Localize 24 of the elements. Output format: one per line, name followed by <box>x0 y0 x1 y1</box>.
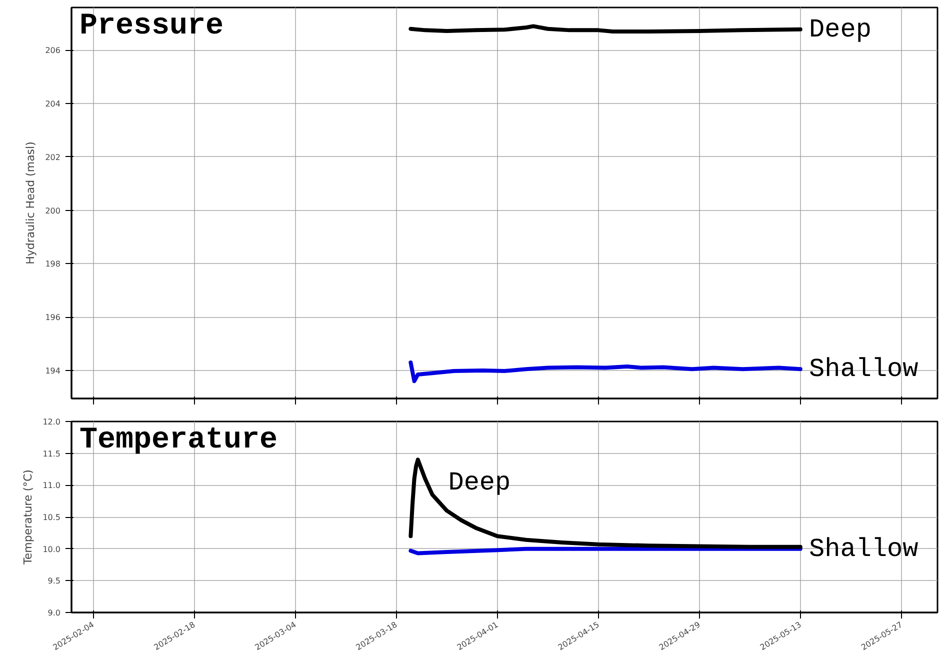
y-tick-label: 10.5 <box>42 513 60 522</box>
y-tick-label: 206 <box>45 46 61 56</box>
series-label: Shallow <box>809 534 919 564</box>
y-tick-label: 194 <box>45 366 61 376</box>
y-tick-label: 9.0 <box>48 608 61 618</box>
y-tick-label: 9.5 <box>48 576 61 586</box>
line-series <box>408 458 802 549</box>
y-tick-label: 12.0 <box>42 418 60 426</box>
y-axis-title: Hydraulic Head (masl) <box>24 142 38 264</box>
y-tick-label: 196 <box>45 313 61 322</box>
y-tick-label: 202 <box>45 152 61 162</box>
series-label: Shallow <box>809 354 919 384</box>
y-tick-label: 198 <box>45 260 61 269</box>
y-axis-title: Temperature (°C) <box>22 470 35 566</box>
y-tick-label: 204 <box>45 100 61 109</box>
y-tick-label: 10.0 <box>42 544 60 554</box>
chart-title: Pressure <box>80 10 224 44</box>
chart-title: Temperature <box>80 424 278 458</box>
y-tick-label: 11.5 <box>42 449 60 458</box>
line-series <box>408 360 802 384</box>
y-tick-label: 200 <box>45 206 61 216</box>
series-label: Deep <box>448 468 511 498</box>
series-label: Deep <box>809 14 872 44</box>
y-tick-label: 11.0 <box>42 481 60 490</box>
